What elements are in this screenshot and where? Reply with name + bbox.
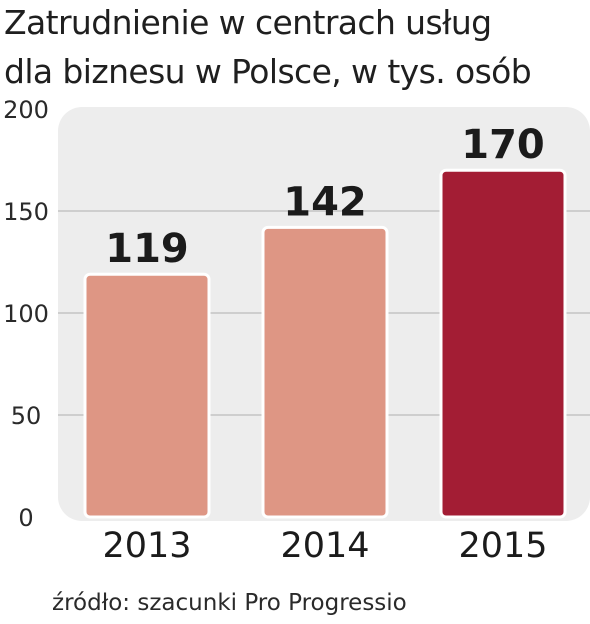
- chart-title-line-1: Zatrudnienie w centrach usług: [4, 3, 492, 42]
- x-axis-tick-labels: 2013 2014 2015: [102, 526, 547, 566]
- y-tick-label: 200: [3, 96, 49, 124]
- x-tick-label-2014: 2014: [280, 526, 369, 566]
- y-axis-tick-labels: 0 50 100 150 200: [3, 96, 49, 532]
- bars: [83, 168, 567, 519]
- bar-2015: [439, 168, 567, 519]
- y-tick-label: 100: [3, 300, 49, 328]
- data-labels: 119 142 170: [105, 122, 545, 272]
- y-tick-label: 0: [18, 504, 33, 532]
- chart-title-line-2: dla biznesu w Polsce, w tys. osób: [4, 52, 532, 91]
- x-tick-label-2015: 2015: [458, 526, 547, 566]
- data-label-2015: 170: [461, 122, 545, 168]
- data-label-2013: 119: [105, 226, 189, 272]
- bar-2014: [261, 225, 389, 519]
- data-label-2014: 142: [283, 179, 367, 225]
- y-tick-label: 50: [11, 402, 42, 430]
- x-tick-label-2013: 2013: [102, 526, 191, 566]
- y-tick-label: 150: [3, 198, 49, 226]
- source-note: źródło: szacunki Pro Progressio: [52, 590, 407, 616]
- bar-2013: [83, 272, 211, 519]
